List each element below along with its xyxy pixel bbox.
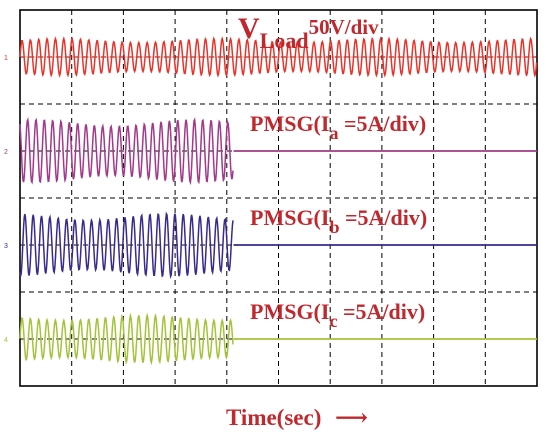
channel-marker-2: 2 <box>4 149 8 156</box>
channel-label-subscript: b <box>329 217 339 237</box>
channel-label-main: PMSG(I <box>250 111 329 136</box>
channel-label-2: PMSG(Ia =5A/div) <box>250 111 426 143</box>
channel-label-main: PMSG(I <box>250 299 329 324</box>
channel-label-scale: =5A/div) <box>339 205 427 230</box>
channel-label-1: VLoad50V/div <box>238 12 379 53</box>
channel-label-main: PMSG(I <box>250 205 329 230</box>
trace-1 <box>19 36 538 78</box>
channel-label-scale: =5A/div) <box>337 299 425 324</box>
channel-marker-3: 3 <box>4 243 8 250</box>
channel-label-subscript: a <box>329 123 338 143</box>
channel-label-subscript: Load <box>260 28 309 53</box>
channel-marker-1: 1 <box>4 55 8 62</box>
channel-label-main: V <box>238 12 260 45</box>
channel-label-subscript: c <box>329 311 337 331</box>
channel-label-scale: 50V/div <box>309 15 380 39</box>
trace-3 <box>19 211 234 280</box>
x-axis-arrow: ⟶ <box>335 405 368 430</box>
scope-grid <box>19 9 538 387</box>
trace-4 <box>19 312 234 366</box>
channel-marker-4: 4 <box>4 337 8 344</box>
channel-label-4: PMSG(Ic =5A/div) <box>250 299 425 331</box>
x-axis-label: Time(sec) <box>226 405 321 430</box>
channel-label-scale: =5A/div) <box>338 111 426 136</box>
trace-2 <box>19 116 234 186</box>
scope-traces <box>19 36 538 366</box>
channel-label-3: PMSG(Ib =5A/div) <box>250 205 427 237</box>
